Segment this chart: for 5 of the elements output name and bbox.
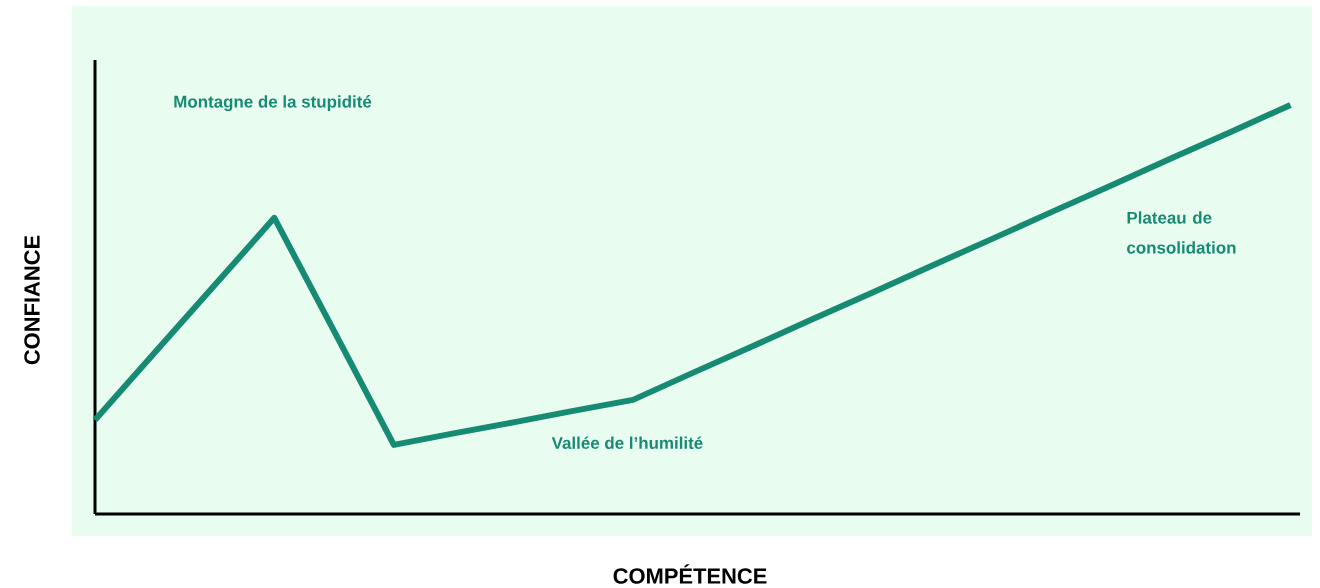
annotation: Vallée de l’humilité bbox=[551, 436, 703, 450]
x-axis-title: COMPÉTENCE bbox=[613, 564, 767, 584]
annotation: Montagne de la stupidité bbox=[174, 95, 372, 112]
annotation: Plateau de consolidation bbox=[1127, 211, 1236, 254]
y-axis-title: CONFIANCE bbox=[24, 235, 40, 365]
